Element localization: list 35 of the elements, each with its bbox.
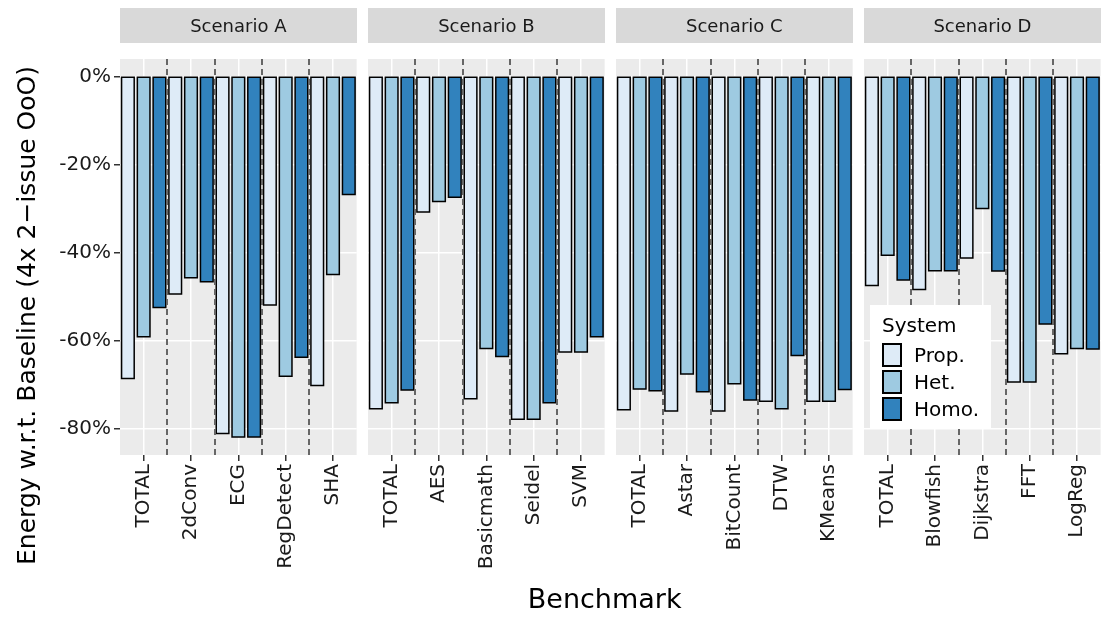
y-axis-title: Energy w.r.t. Baseline (4x 2−issue OoO): [11, 66, 41, 565]
legend-title: System: [882, 313, 958, 337]
chart-title: Scenario A: [120, 8, 357, 43]
text: Prop.: [914, 343, 965, 367]
x-tick-label: Blowfish: [921, 464, 946, 548]
x-tick-label: FFT: [1015, 463, 1040, 499]
x-tick-label: TOTAL: [625, 463, 650, 529]
chart-title: Scenario C: [616, 8, 853, 43]
chart-title: Scenario B: [368, 8, 605, 43]
x-tick-label: Basicmath: [472, 464, 497, 570]
legend-label: Homo.: [914, 397, 979, 421]
y-tick-label: -80%: [59, 414, 111, 439]
x-tick-label: TOTAL: [873, 463, 898, 529]
x-tick-label: ECG: [224, 464, 249, 507]
x-tick-label: 2dConv: [177, 463, 202, 541]
x-tick-label: Astar: [673, 463, 698, 517]
x-tick-label: SVM: [567, 464, 592, 508]
x-tick-label: AES: [425, 464, 450, 504]
x-axis-title: Benchmark: [526, 583, 683, 616]
x-tick-label: RegDetect: [271, 463, 296, 569]
x-tick-label: Seidel: [519, 464, 544, 526]
x-tick-label: TOTAL: [129, 463, 154, 529]
x-tick-label: SHA: [319, 463, 344, 506]
x-tick-label: LogReg: [1063, 464, 1088, 538]
y-tick-label: -20%: [59, 150, 111, 175]
y-tick-label: 0%: [79, 62, 111, 87]
x-tick-label: BitCount: [720, 463, 745, 551]
y-tick-label: -40%: [59, 238, 111, 263]
x-tick-label: Dijkstra: [968, 464, 993, 541]
chart-title: Scenario D: [864, 8, 1101, 43]
legend-label: Het.: [914, 370, 956, 394]
x-tick-label: DTW: [767, 463, 792, 512]
y-tick-label: -60%: [59, 326, 111, 351]
x-tick-label: TOTAL: [377, 463, 402, 529]
x-tick-label: KMeans: [815, 464, 840, 543]
